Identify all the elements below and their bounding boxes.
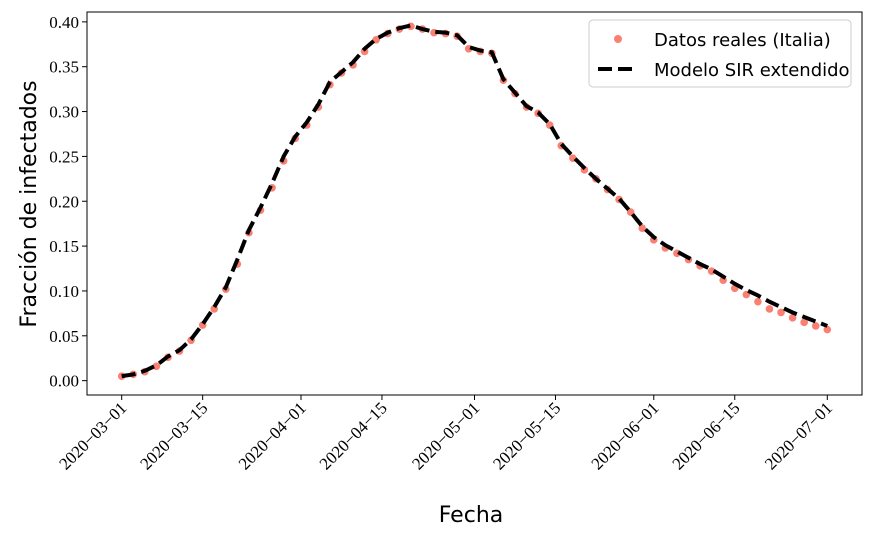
- x-tick-label: 2020−05−15: [489, 398, 564, 473]
- data-point: [777, 308, 785, 317]
- y-tick-label: 0.25: [49, 147, 79, 166]
- data-point: [707, 267, 716, 276]
- data-point: [811, 322, 820, 330]
- x-tick-label: 2020−05−01: [408, 398, 483, 473]
- data-point: [638, 224, 647, 232]
- x-axis-label: Fecha: [439, 503, 504, 528]
- y-tick-label: 0.15: [49, 237, 79, 256]
- data-point: [754, 297, 762, 306]
- plot-frame: [86, 11, 863, 396]
- x-tick-label: 2020−03−01: [55, 398, 130, 473]
- data-point: [823, 325, 832, 334]
- data-point: [800, 318, 808, 327]
- y-tick-label: 0.10: [49, 282, 79, 301]
- y-tick-label: 0.30: [49, 103, 79, 122]
- x-tick-label: 2020−04−15: [316, 398, 391, 473]
- data-point: [765, 305, 774, 313]
- legend-marker: [614, 35, 622, 43]
- y-tick-label: 0.05: [49, 327, 79, 346]
- data-point: [372, 36, 380, 44]
- y-tick-label: 0.20: [49, 192, 79, 211]
- data-point: [626, 208, 635, 216]
- y-axis-label: Fracción de infectados: [17, 80, 42, 327]
- x-tick-label: 2020−06−01: [588, 398, 663, 473]
- y-tick-label: 0.00: [49, 372, 79, 391]
- x-tick-label: 2020−07−01: [761, 398, 836, 473]
- legend-box: [588, 19, 852, 88]
- x-tick-label: 2020−03−15: [136, 398, 211, 473]
- x-tick-label: 2020−04−01: [235, 398, 310, 473]
- legend: Datos reales (Italia) Modelo SIR extendid…: [588, 19, 852, 88]
- legend-label: Datos reales (Italia): [654, 30, 831, 51]
- x-tick-label: 2020−06−15: [669, 398, 744, 473]
- data-point: [788, 314, 797, 322]
- y-tick-label: 0.40: [49, 13, 79, 32]
- model-line: [121, 23, 829, 379]
- legend-label: Modelo SIR extendido: [654, 60, 850, 81]
- y-tick-label: 0.35: [49, 58, 79, 77]
